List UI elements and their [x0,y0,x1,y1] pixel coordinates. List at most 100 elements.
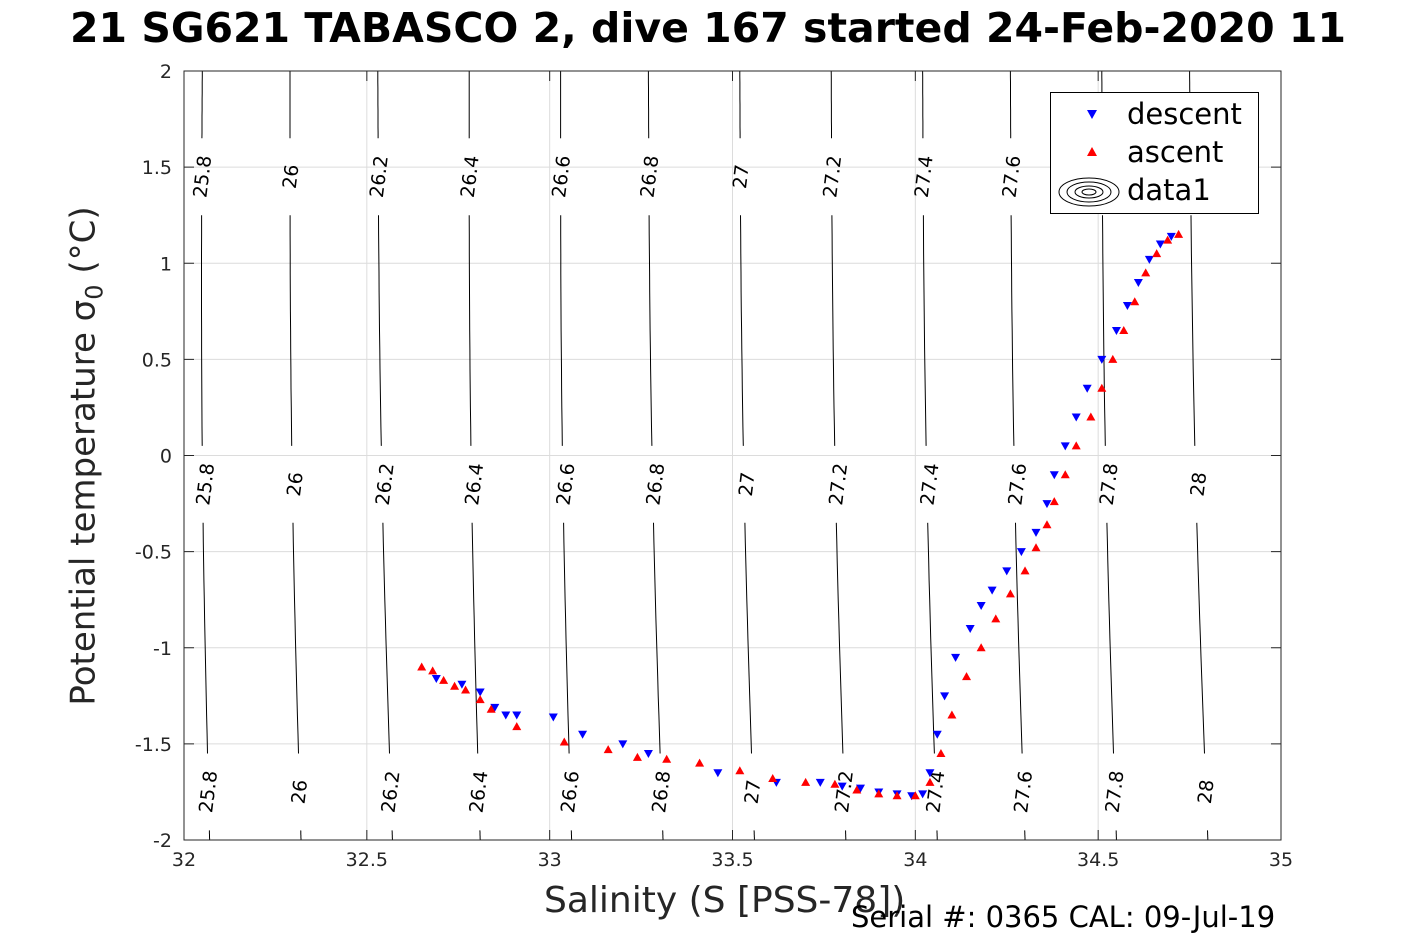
contour-label: 26 [287,778,312,805]
point-ascent [632,752,642,761]
contour-line [648,215,653,446]
y-tick-label: -2 [153,830,172,852]
chart-title: 21 SG621 TABASCO 2, dive 167 started 24-… [69,4,1346,52]
contour-line [1190,215,1196,446]
point-ascent [450,681,460,690]
y-axis-label-sub: 0 [80,284,109,300]
contour-label: 27.8 [1096,462,1123,507]
point-descent [713,769,723,778]
point-ascent [603,745,613,754]
contour-line [378,215,382,446]
point-ascent [695,758,705,767]
contour-label: 25.8 [189,154,216,199]
point-ascent [1005,589,1015,598]
point-ascent [892,791,902,800]
contour-label: 25.8 [192,462,219,507]
x-tick-label: 35 [1269,849,1293,871]
point-descent [1071,413,1081,422]
contour-line [1102,215,1106,446]
point-descent [1133,278,1143,287]
contour-label: 26.4 [457,154,484,199]
contour-line [1010,215,1015,446]
serial-calibration-text: Serial #: 0365 CAL: 09-Jul-19 [851,900,1276,934]
point-descent [1042,500,1052,509]
point-ascent [1049,497,1059,506]
contour-label: 26.8 [636,154,663,199]
contour-line [201,215,203,446]
contour-line [563,522,570,754]
contour-label: 27.2 [819,154,846,199]
point-ascent [1141,268,1151,277]
y-tick-label: -1.5 [135,734,172,756]
contour-label: 27.4 [922,770,949,815]
contour-line [835,522,844,754]
point-ascent [1163,235,1173,244]
point-ascent [991,614,1001,623]
contour-label: 26.4 [466,770,493,815]
point-ascent [874,789,884,798]
point-ascent [1042,520,1052,529]
point-descent [431,675,441,684]
contour-label: 26.2 [378,769,405,814]
contour-line [468,215,472,446]
point-ascent [475,695,485,704]
contour-label: 26.6 [557,769,584,814]
point-descent [940,692,950,701]
contour-label: 27 [741,778,766,805]
contour-label: 27.6 [1004,462,1031,507]
point-ascent [910,791,920,800]
point-descent [1031,528,1041,537]
y-axis-label-main: Potential temperature σ [63,299,104,706]
point-descent [1166,232,1176,241]
point-descent [643,749,653,758]
contour-line [927,522,935,754]
point-descent [501,711,511,720]
point-descent [512,711,522,720]
x-tick-label: 32.5 [346,849,388,871]
point-ascent [1086,412,1096,421]
point-ascent [947,710,957,719]
contour-label: 26 [279,163,304,190]
point-ascent [1097,383,1107,392]
contour-label: 26.8 [648,769,675,814]
contour-line [1106,522,1114,754]
contour-line [922,215,927,446]
legend-label-descent: descent [1127,97,1242,131]
point-ascent [559,737,569,746]
point-descent [815,778,825,787]
point-ascent [486,704,496,713]
contour-line [1196,522,1205,754]
contour-line [289,215,293,446]
density-contours: 25.8 25.8 25.8 26 26 26 26.2 26.2 26.2 26.4 26.4 26… [189,70,1219,841]
legend: descent ascent data1 [1050,92,1259,214]
point-descent [1002,567,1012,576]
legend-label-data1: data1 [1127,173,1211,207]
contour-label: 27.8 [1102,769,1129,814]
contour-label: 27.6 [1010,769,1037,814]
x-tick-label: 32 [172,849,196,871]
point-ascent [1060,470,1070,479]
contour-label: 28 [1187,471,1212,498]
point-descent [490,703,500,712]
legend-label-ascent: ascent [1127,135,1224,169]
y-tick-label: -0.5 [135,542,172,564]
contour-ellipses-icon [1058,177,1120,207]
point-ascent [976,643,986,652]
contour-line [560,215,563,446]
point-descent [457,680,467,689]
point-ascent [768,773,778,782]
point-ascent [1020,566,1030,575]
contour-label: 27 [735,471,760,498]
contour-line [744,522,752,754]
point-ascent [428,666,438,675]
x-tick-label: 34 [903,849,927,871]
contour-label: 27 [729,163,754,190]
point-ascent [962,672,972,681]
y-tick-label: 1 [160,253,172,275]
axis-ticks: 32 32.5 33 33.5 34 34.5 35 2 1.5 1 0.5 0 -0.5 -1 -1.5 -… [135,61,1293,871]
contour-label: 25.8 [195,769,222,814]
point-ascent [439,675,449,684]
triangle-up-icon [1087,147,1097,156]
point-ascent [1130,297,1140,306]
